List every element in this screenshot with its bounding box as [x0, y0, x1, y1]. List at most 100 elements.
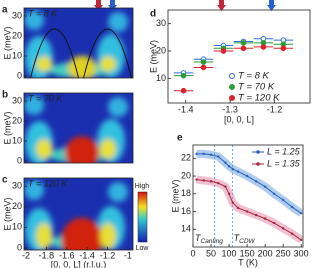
legend-marker	[229, 84, 235, 90]
legend-label: L = 1.25	[267, 146, 301, 156]
label-main: T	[195, 233, 202, 243]
point	[217, 155, 220, 158]
point	[227, 165, 231, 168]
x-tick-label: -1.4	[178, 104, 194, 114]
y-axis-label: E (meV)	[170, 179, 180, 212]
x-tick-label: 100	[222, 248, 237, 258]
dispersion-curve	[30, 28, 80, 78]
x-tick-label: 250	[276, 248, 291, 258]
point	[260, 44, 267, 50]
y-tick-label: 0	[17, 70, 22, 80]
heatmap-image	[24, 8, 133, 78]
y-tick-label: 30	[12, 10, 22, 20]
label-main: T	[234, 233, 241, 243]
point	[245, 174, 249, 178]
y-tick-label: 22	[181, 153, 191, 163]
blob	[24, 180, 44, 200]
y-axis-label: E (meV)	[2, 26, 12, 59]
legend-marker	[229, 73, 235, 79]
y-tick-label: 20	[12, 30, 22, 40]
point	[281, 227, 285, 230]
point	[224, 185, 227, 188]
colorbar-label: Low	[136, 245, 150, 252]
blob	[100, 139, 116, 159]
point	[227, 192, 231, 195]
annotation: T = 120 K	[28, 178, 68, 188]
y-tick-label: 0	[17, 155, 22, 165]
x-axis-label: [0, 0, L]	[224, 114, 254, 124]
point	[200, 64, 207, 71]
point	[209, 153, 213, 156]
point	[217, 181, 220, 185]
y-tick-label: 20	[181, 170, 191, 180]
x-tick-label: 300	[294, 248, 309, 258]
blobs	[24, 95, 128, 163]
point	[236, 170, 240, 173]
heatmap-image	[24, 93, 133, 163]
y-tick-label: 30	[12, 95, 22, 105]
point	[200, 59, 207, 65]
blob	[100, 56, 116, 72]
x-tick-label: -1.2	[267, 104, 283, 114]
panel-letter: a	[2, 5, 8, 16]
blob	[64, 136, 100, 163]
point	[240, 45, 247, 52]
blob	[36, 139, 52, 159]
y-tick-label: 10	[12, 50, 22, 60]
frame	[167, 9, 311, 104]
y-axis-label: E (meV)	[2, 111, 12, 144]
blob	[108, 182, 128, 202]
y-tick-label: 16	[181, 206, 191, 216]
point	[290, 205, 294, 209]
colorbar	[137, 191, 148, 243]
legend-marker	[256, 162, 260, 166]
legend-marker	[256, 150, 260, 154]
point	[263, 217, 267, 220]
point	[236, 206, 240, 210]
y-axis-label: E (meV)	[148, 40, 158, 73]
x-tick-label: 150	[240, 248, 255, 258]
point	[224, 161, 227, 164]
legend-label: T = 8 K	[238, 71, 270, 82]
legend-label: L = 1.35	[267, 158, 301, 168]
arrow	[267, 0, 276, 11]
x-tick-label: -1.2	[100, 250, 116, 260]
frame	[23, 7, 134, 79]
y-tick-label: 0	[17, 242, 22, 252]
y-tick-label: 10	[156, 73, 166, 83]
frame	[192, 144, 304, 248]
point	[231, 167, 234, 171]
point	[202, 152, 206, 156]
label-sub: CDW	[239, 238, 255, 245]
heatmap-image	[24, 178, 133, 250]
band	[196, 175, 304, 244]
blob	[36, 56, 52, 72]
point	[299, 238, 303, 242]
y-tick-label: 30	[156, 18, 166, 28]
point	[195, 178, 198, 181]
x-tick-label: -1.6	[59, 250, 75, 260]
point	[263, 185, 267, 188]
dispersion-curve	[83, 28, 133, 78]
point	[254, 213, 258, 217]
arrow	[217, 0, 226, 11]
annotation: T = 70 K	[28, 93, 63, 103]
x-tick-label: -2	[22, 250, 30, 260]
point	[245, 210, 249, 213]
blob	[108, 12, 128, 32]
arrow	[94, 0, 103, 11]
blob	[100, 223, 116, 249]
blobs	[24, 180, 128, 250]
blob	[61, 217, 103, 250]
x-tick-label: 50	[206, 248, 216, 258]
v-line-label: TCDW	[234, 233, 256, 244]
point	[180, 87, 187, 94]
point	[272, 221, 276, 225]
colorbar-label: High	[135, 183, 150, 190]
point	[202, 179, 206, 182]
legend-marker	[229, 95, 235, 101]
point	[195, 152, 198, 156]
frame	[23, 177, 134, 251]
point	[220, 48, 227, 54]
legend-label: T = 120 K	[238, 93, 280, 104]
